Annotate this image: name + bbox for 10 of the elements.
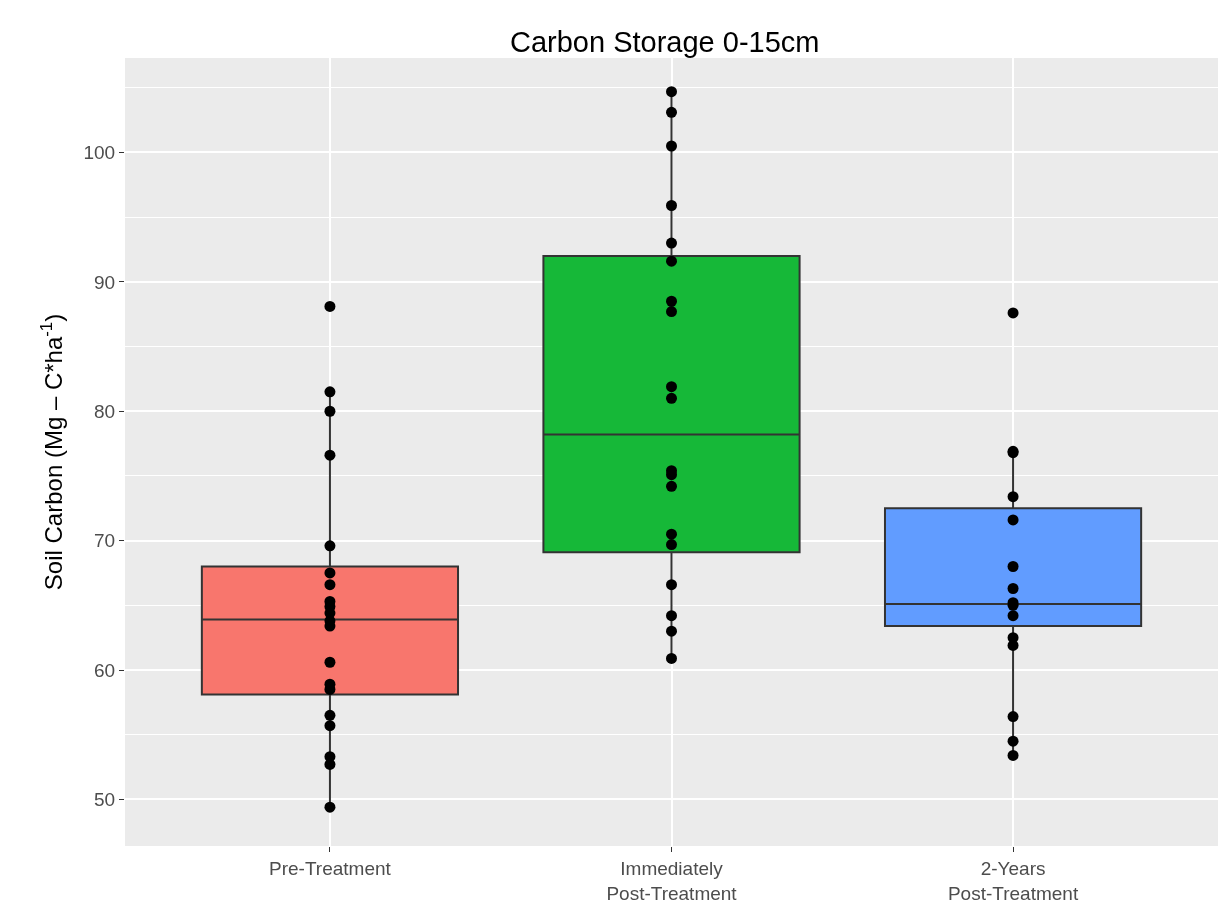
y-tick-label: 60 [94, 659, 116, 681]
x-tick-label: 2-Years Post-Treatment [947, 857, 1079, 904]
y-tick-label: 90 [94, 271, 116, 293]
chart-title: Carbon Storage 0-15cm [509, 26, 820, 59]
y-tick-label: 50 [94, 789, 116, 811]
x-tick-label: Pre-Treatment [269, 857, 392, 879]
x-tick-label: Immediately Post-Treatment [606, 857, 738, 904]
y-tick-label: 70 [94, 530, 116, 552]
y-tick-label: 100 [83, 142, 116, 164]
y-tick-label: 80 [94, 400, 116, 422]
